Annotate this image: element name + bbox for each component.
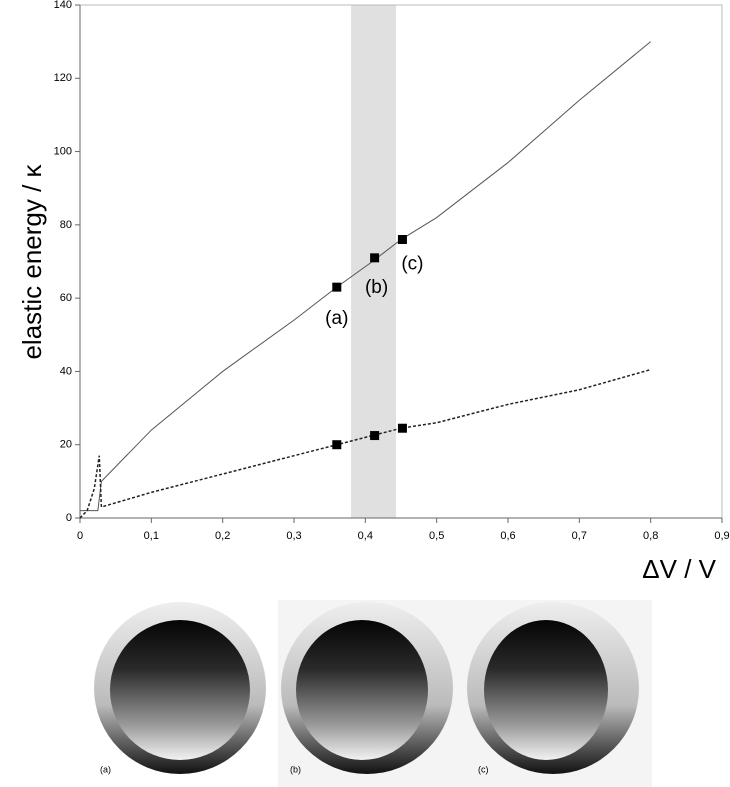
x-tick-label: 0,5: [429, 530, 444, 542]
vesicle-a: [94, 602, 266, 774]
point-label: (b): [365, 277, 388, 298]
image-caption: (a): [100, 764, 111, 774]
y-tick-label: 60: [60, 292, 72, 304]
image-caption: (c): [478, 764, 489, 774]
image-caption: (b): [290, 764, 301, 774]
marker: [397, 235, 407, 245]
y-tick-label: 40: [60, 365, 72, 377]
x-tick-label: 0,7: [572, 530, 587, 542]
y-tick-label: 20: [60, 439, 72, 451]
x-tick-label: 0: [77, 530, 83, 542]
x-tick-label: 0,2: [215, 530, 230, 542]
marker: [370, 253, 380, 263]
x-tick-label: 0,9: [714, 530, 729, 542]
point-label: (c): [401, 254, 423, 275]
y-tick-label: 0: [66, 512, 72, 524]
vesicle-c: [467, 602, 639, 774]
x-tick-label: 0,1: [144, 530, 159, 542]
data-line: [79, 368, 651, 519]
vesicle-b: [281, 602, 453, 774]
x-axis-label: ΔV / V: [642, 554, 716, 584]
y-tick-label: 140: [54, 0, 72, 11]
marker: [397, 423, 407, 433]
point-label: (a): [325, 308, 348, 329]
x-tick-label: 0,4: [358, 530, 373, 542]
y-tick-label: 120: [54, 72, 72, 84]
marker: [332, 440, 342, 450]
y-axis-label: elastic energy / κ: [17, 163, 47, 359]
x-tick-label: 0,3: [286, 530, 301, 542]
marker: [370, 431, 380, 441]
y-tick-label: 100: [54, 145, 72, 157]
x-tick-label: 0,6: [500, 530, 515, 542]
y-tick-label: 80: [60, 219, 72, 231]
x-tick-label: 0,8: [643, 530, 658, 542]
marker: [332, 282, 342, 292]
